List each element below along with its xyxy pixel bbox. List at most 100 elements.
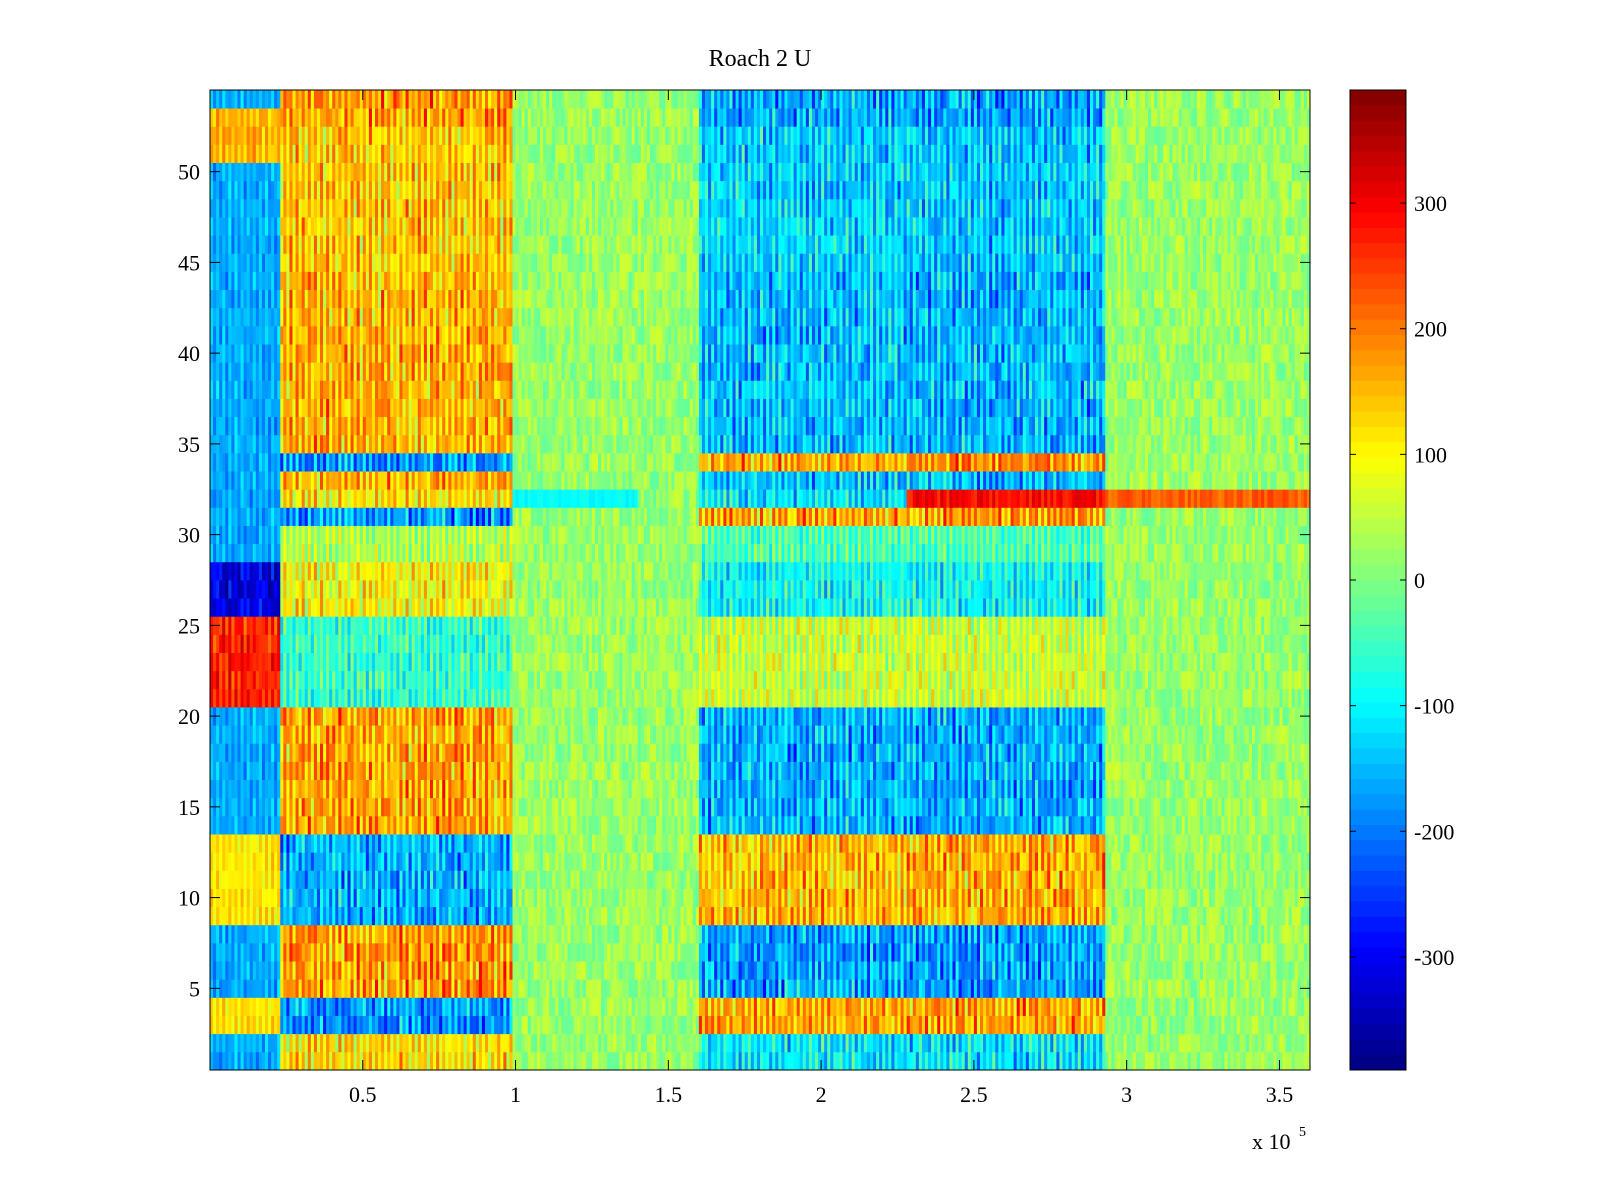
heatmap-cell: [225, 1016, 228, 1035]
heatmap-cell: [354, 1034, 357, 1053]
heatmap-cell: [479, 326, 482, 345]
heatmap-cell: [323, 217, 326, 236]
heatmap-cell: [375, 308, 378, 327]
heatmap-cell: [369, 616, 372, 635]
heatmap-cell: [332, 271, 335, 290]
heatmap-cell: [461, 707, 464, 726]
heatmap-cell: [375, 1052, 378, 1071]
heatmap-cell: [454, 489, 457, 508]
heatmap-cell: [299, 598, 302, 617]
heatmap-cell: [421, 816, 424, 835]
heatmap-cell: [314, 798, 317, 817]
heatmap-cell: [244, 362, 247, 381]
heatmap-cell: [326, 852, 329, 871]
heatmap-cell: [335, 907, 338, 926]
heatmap-cell: [436, 526, 439, 545]
heatmap-cell: [473, 362, 476, 381]
heatmap-cell: [216, 544, 219, 563]
heatmap-cell: [351, 1016, 354, 1035]
heatmap-cell: [311, 108, 314, 127]
heatmap-cell: [351, 562, 354, 581]
heatmap-cell: [299, 181, 302, 200]
heatmap-cell: [302, 725, 305, 744]
heatmap-cell: [476, 235, 479, 254]
heatmap-cell: [378, 689, 381, 708]
heatmap-cell: [393, 544, 396, 563]
heatmap-cell: [332, 707, 335, 726]
heatmap-cell: [238, 961, 241, 980]
heatmap-cell: [418, 616, 421, 635]
heatmap-cell: [280, 925, 283, 944]
heatmap-cell: [271, 961, 274, 980]
heatmap-cell: [451, 471, 454, 490]
heatmap-cell: [280, 671, 283, 690]
heatmap-cell: [458, 290, 461, 309]
heatmap-cell: [247, 616, 250, 635]
heatmap-cell: [210, 90, 213, 109]
heatmap-cell: [363, 507, 366, 526]
heatmap-cell: [228, 689, 231, 708]
heatmap-cell: [409, 671, 412, 690]
heatmap-cell: [485, 1034, 488, 1053]
heatmap-cell: [222, 217, 225, 236]
heatmap-cell: [399, 889, 402, 908]
heatmap-cell: [277, 562, 280, 581]
heatmap-cell: [271, 743, 274, 762]
heatmap-cell: [430, 90, 433, 109]
heatmap-cell: [241, 453, 244, 472]
heatmap-cell: [445, 834, 448, 853]
heatmap-cell: [344, 126, 347, 145]
heatmap-cell: [381, 326, 384, 345]
heatmap-cell: [369, 1034, 372, 1053]
heatmap-cell: [231, 90, 234, 109]
heatmap-cell: [225, 507, 228, 526]
heatmap-cell: [210, 362, 213, 381]
heatmap-cell: [332, 562, 335, 581]
heatmap-cell: [442, 253, 445, 272]
heatmap-cell: [436, 308, 439, 327]
heatmap-cell: [464, 761, 467, 780]
heatmap-cell: [238, 526, 241, 545]
heatmap-cell: [357, 544, 360, 563]
heatmap-cell: [247, 1034, 250, 1053]
heatmap-cell: [372, 598, 375, 617]
heatmap-cell: [415, 689, 418, 708]
heatmap-cell: [473, 761, 476, 780]
heatmap-cell: [296, 1034, 299, 1053]
heatmap-cell: [320, 852, 323, 871]
heatmap-cell: [418, 780, 421, 799]
heatmap-cell: [485, 507, 488, 526]
heatmap-cell: [262, 308, 265, 327]
heatmap-cell: [305, 870, 308, 889]
heatmap-cell: [366, 507, 369, 526]
heatmap-cell: [470, 181, 473, 200]
heatmap-cell: [396, 126, 399, 145]
heatmap-cell: [436, 616, 439, 635]
heatmap-cell: [412, 271, 415, 290]
heatmap-cell: [430, 852, 433, 871]
heatmap-cell: [357, 181, 360, 200]
heatmap-cell: [381, 90, 384, 109]
heatmap-cell: [277, 1052, 280, 1071]
heatmap-cell: [311, 889, 314, 908]
heatmap-cell: [271, 907, 274, 926]
heatmap-cell: [247, 271, 250, 290]
heatmap-cell: [421, 743, 424, 762]
heatmap-cell: [473, 489, 476, 508]
heatmap-cell: [421, 380, 424, 399]
heatmap-cell: [320, 634, 323, 653]
heatmap-cell: [277, 961, 280, 980]
heatmap-cell: [222, 671, 225, 690]
heatmap-cell: [250, 507, 253, 526]
heatmap-cell: [231, 925, 234, 944]
heatmap-cell: [445, 290, 448, 309]
heatmap-cell: [338, 689, 341, 708]
heatmap-cell: [491, 634, 494, 653]
heatmap-cell: [329, 889, 332, 908]
heatmap-cell: [445, 1016, 448, 1035]
heatmap-cell: [390, 562, 393, 581]
heatmap-cell: [332, 126, 335, 145]
heatmap-cell: [244, 544, 247, 563]
heatmap-cell: [280, 417, 283, 436]
heatmap-cell: [464, 507, 467, 526]
